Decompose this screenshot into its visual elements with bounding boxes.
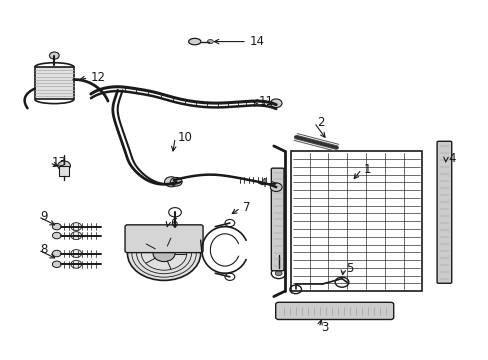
Text: 11: 11 xyxy=(259,95,274,108)
Circle shape xyxy=(127,226,200,280)
Circle shape xyxy=(71,223,81,230)
Text: 1: 1 xyxy=(363,163,371,176)
Bar xyxy=(35,67,74,99)
Text: 8: 8 xyxy=(41,243,48,256)
Circle shape xyxy=(71,249,81,257)
Ellipse shape xyxy=(188,39,201,45)
Text: 3: 3 xyxy=(321,321,328,334)
Circle shape xyxy=(170,177,182,186)
Text: 13: 13 xyxy=(52,156,67,169)
Text: 4: 4 xyxy=(259,177,266,190)
Text: 4: 4 xyxy=(447,152,455,165)
Text: 2: 2 xyxy=(316,116,324,129)
Text: 7: 7 xyxy=(243,202,250,215)
Text: 14: 14 xyxy=(249,35,264,48)
Bar xyxy=(290,151,422,291)
Text: 6: 6 xyxy=(170,217,178,230)
Circle shape xyxy=(164,177,178,187)
Circle shape xyxy=(71,231,81,239)
Circle shape xyxy=(52,232,61,239)
Circle shape xyxy=(270,99,282,108)
Circle shape xyxy=(207,40,213,44)
FancyBboxPatch shape xyxy=(275,302,393,319)
Text: 5: 5 xyxy=(345,262,352,275)
FancyBboxPatch shape xyxy=(125,225,203,253)
Circle shape xyxy=(52,250,61,257)
Circle shape xyxy=(52,261,61,267)
FancyBboxPatch shape xyxy=(436,141,451,283)
Text: 10: 10 xyxy=(177,131,192,144)
Circle shape xyxy=(275,271,282,276)
Circle shape xyxy=(52,224,61,230)
Circle shape xyxy=(270,183,282,192)
FancyBboxPatch shape xyxy=(271,168,284,271)
Text: 12: 12 xyxy=(91,71,106,84)
Text: 9: 9 xyxy=(41,210,48,223)
Bar xyxy=(59,166,69,176)
Circle shape xyxy=(71,260,81,268)
Circle shape xyxy=(58,161,70,170)
Circle shape xyxy=(49,52,59,59)
Circle shape xyxy=(153,246,175,262)
